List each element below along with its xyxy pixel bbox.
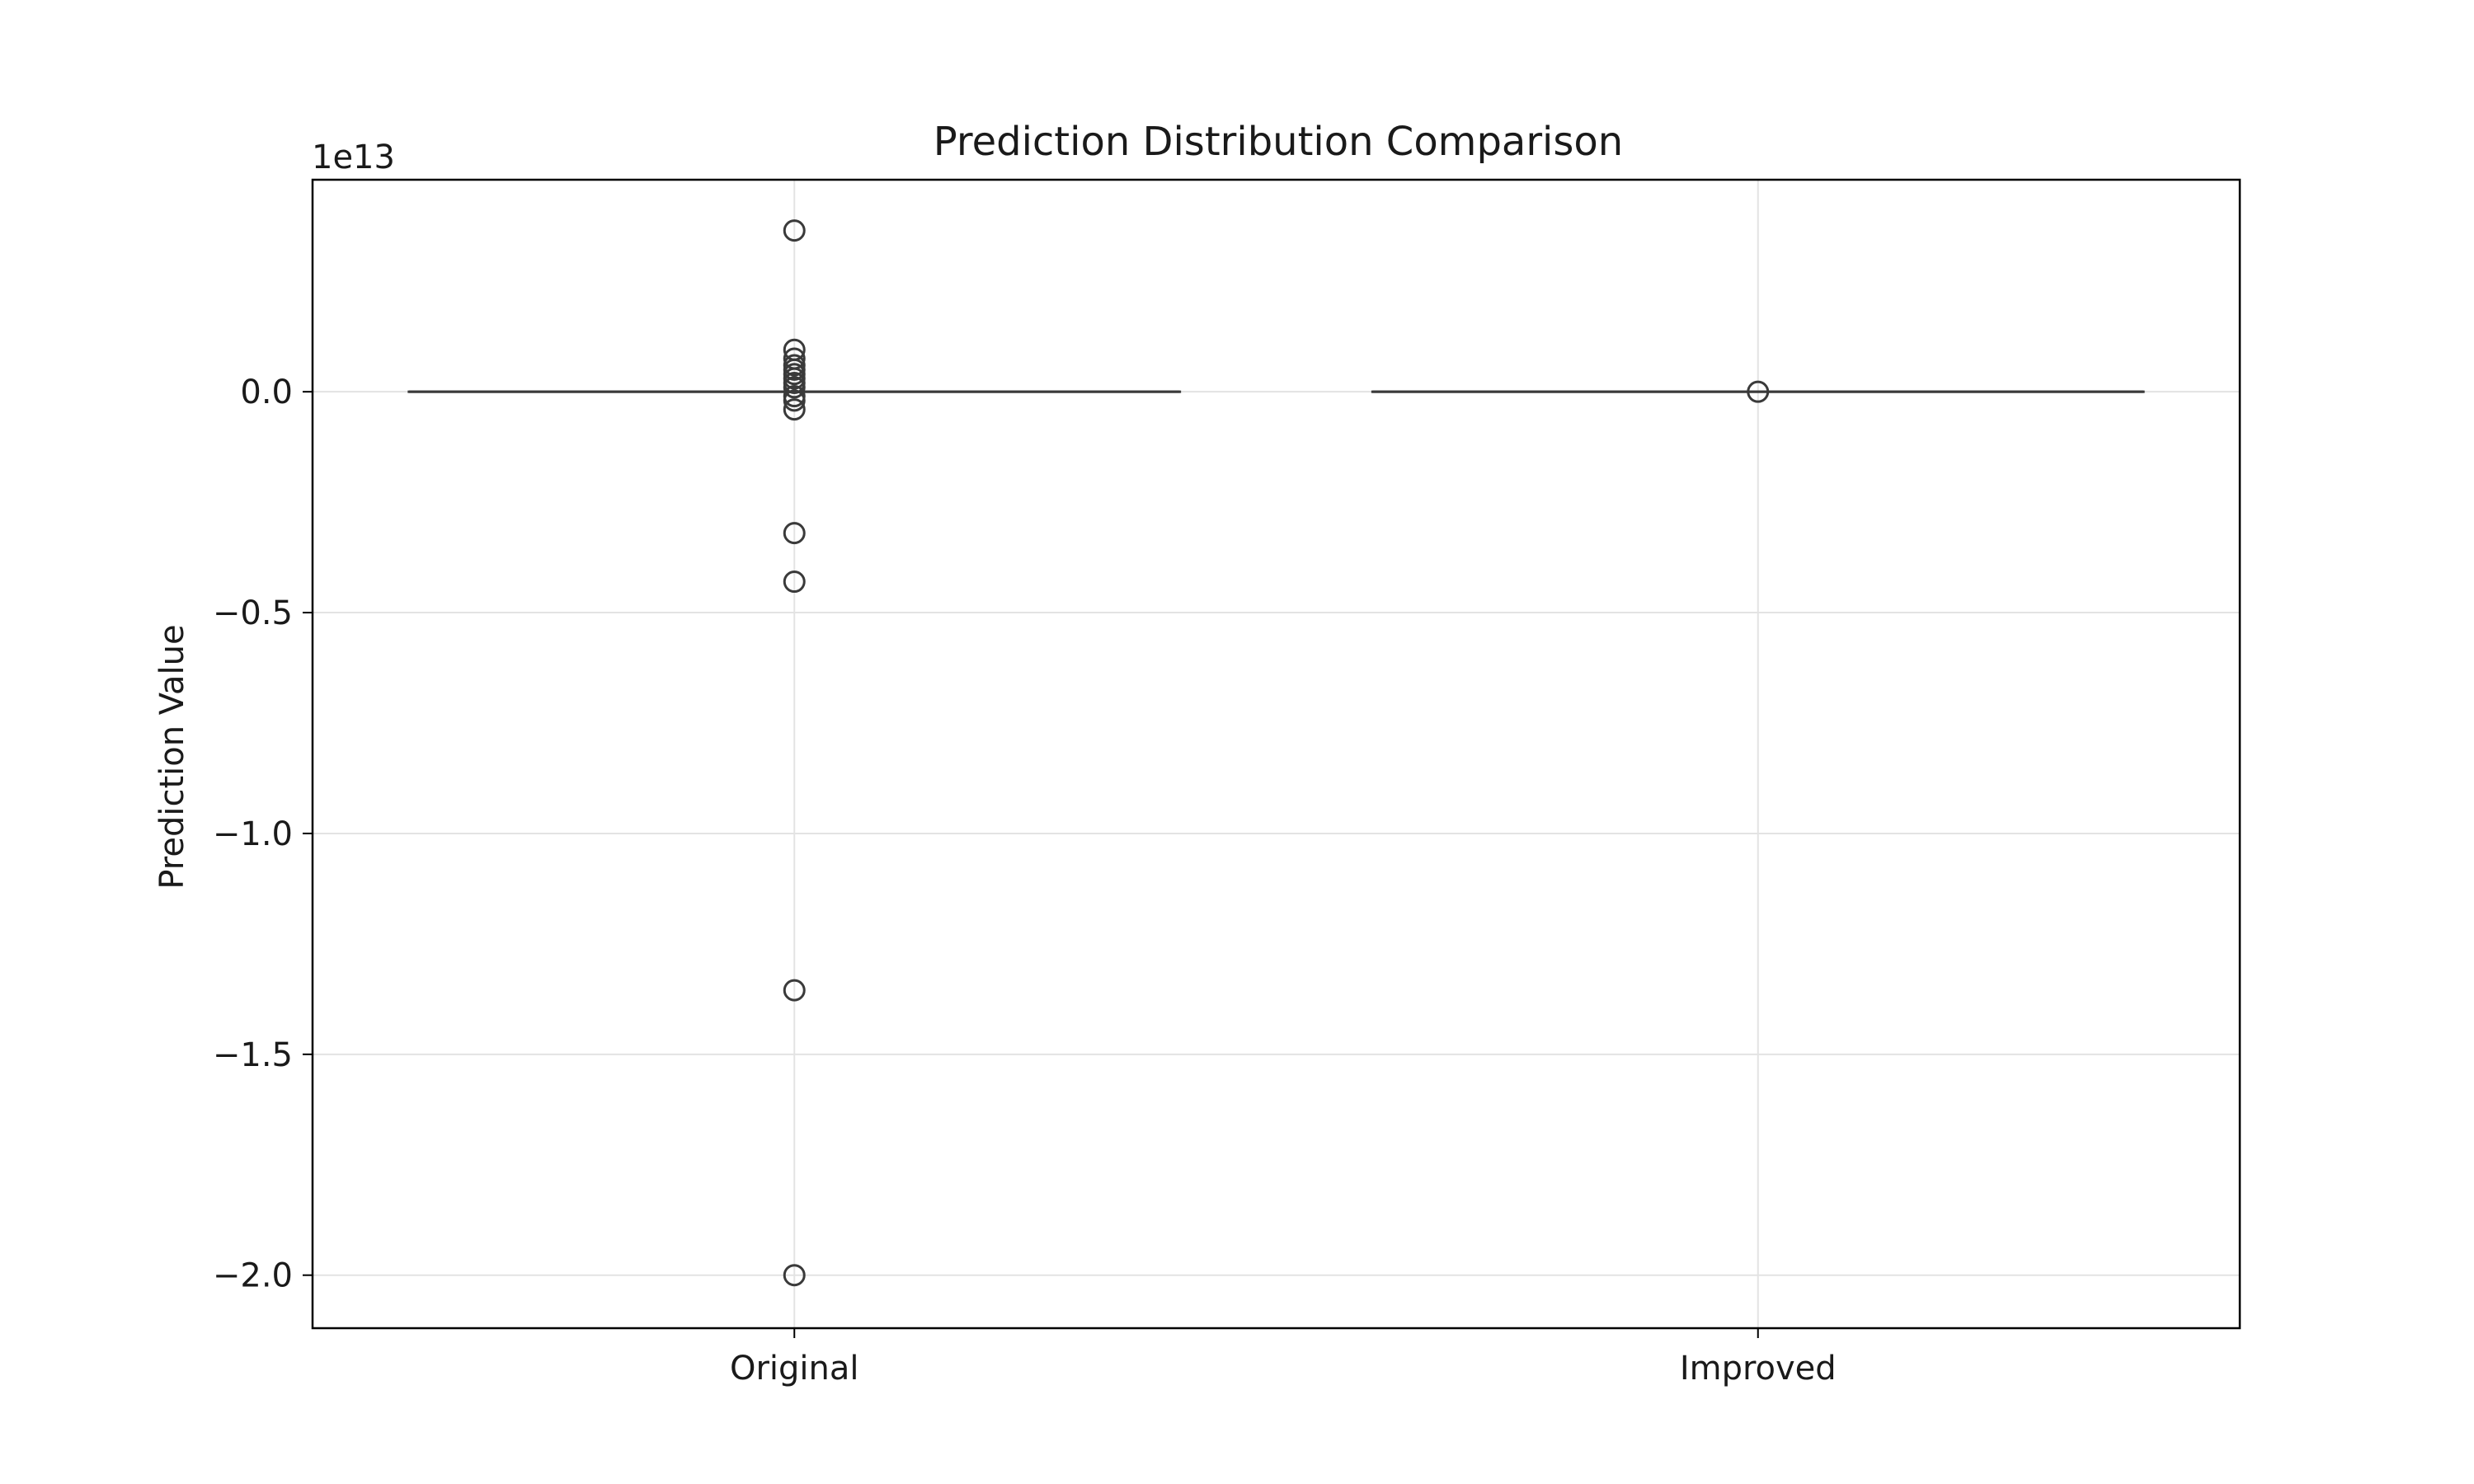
grid-lines [313,180,2240,1328]
y-tick-label: −1.5 [213,1036,293,1074]
outlier-point [783,376,806,399]
y-axis-ticks: 0.0 −0.5 −1.0 −1.5 −2.0 [213,373,313,1295]
outlier-point [783,571,806,594]
outliers [783,219,1770,1287]
y-tick-label: −2.0 [213,1257,293,1295]
x-tick-label: Improved [1680,1350,1837,1388]
chart-title: Prediction Distribution Comparison [934,119,1623,165]
outlier-point [783,1264,806,1287]
outlier-point [783,522,806,545]
y-offset-label: 1e13 [312,139,395,176]
outlier-point [783,219,806,242]
y-axis-label: Prediction Value [153,624,191,889]
outlier-point [783,398,806,421]
outlier-point [1747,380,1770,403]
y-tick-label: −0.5 [213,594,293,632]
y-tick-label: 0.0 [240,373,293,411]
plot-area-frame [311,178,2241,1330]
outlier-point [783,389,806,412]
x-axis-ticks: Original Improved [730,1328,1837,1388]
x-tick-label: Original [730,1350,859,1388]
y-tick-label: −1.0 [213,815,293,853]
outlier-point [783,979,806,1002]
